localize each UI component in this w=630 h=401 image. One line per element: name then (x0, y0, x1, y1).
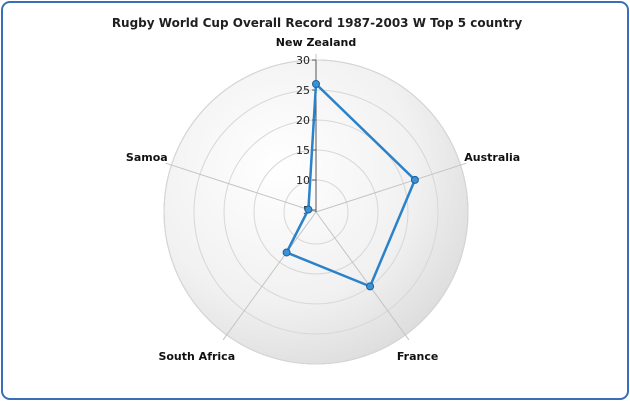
data-point (366, 282, 375, 291)
radar-chart: 51015202530 New ZealandAustraliaFranceSo… (126, 36, 520, 365)
value-axis: 51015202530 (296, 54, 317, 217)
data-point (304, 205, 313, 214)
axis-spoke (315, 162, 467, 213)
category-label: South Africa (158, 350, 235, 363)
category-label: New Zealand (276, 36, 356, 49)
axis-spoke (315, 211, 410, 341)
chart-title: Rugby World Cup Overall Record 1987-2003… (111, 16, 523, 30)
data-point (282, 248, 291, 257)
data-point (312, 80, 320, 88)
series-line (285, 82, 417, 288)
data-point (410, 175, 419, 184)
category-label: Australia (464, 151, 520, 164)
tick-label: 10 (296, 174, 310, 187)
category-label: Samoa (126, 151, 168, 164)
series-layer (282, 80, 419, 291)
tick-label: 15 (296, 144, 310, 157)
tick-label: 25 (296, 84, 310, 97)
category-labels: New Zealand Australia France South Africa Sa… (126, 36, 520, 363)
axis-spoke (222, 211, 317, 341)
tick-label: 20 (296, 114, 310, 127)
tick-label: 30 (296, 54, 310, 67)
axis-spoke (165, 162, 317, 213)
category-label: France (397, 350, 438, 363)
